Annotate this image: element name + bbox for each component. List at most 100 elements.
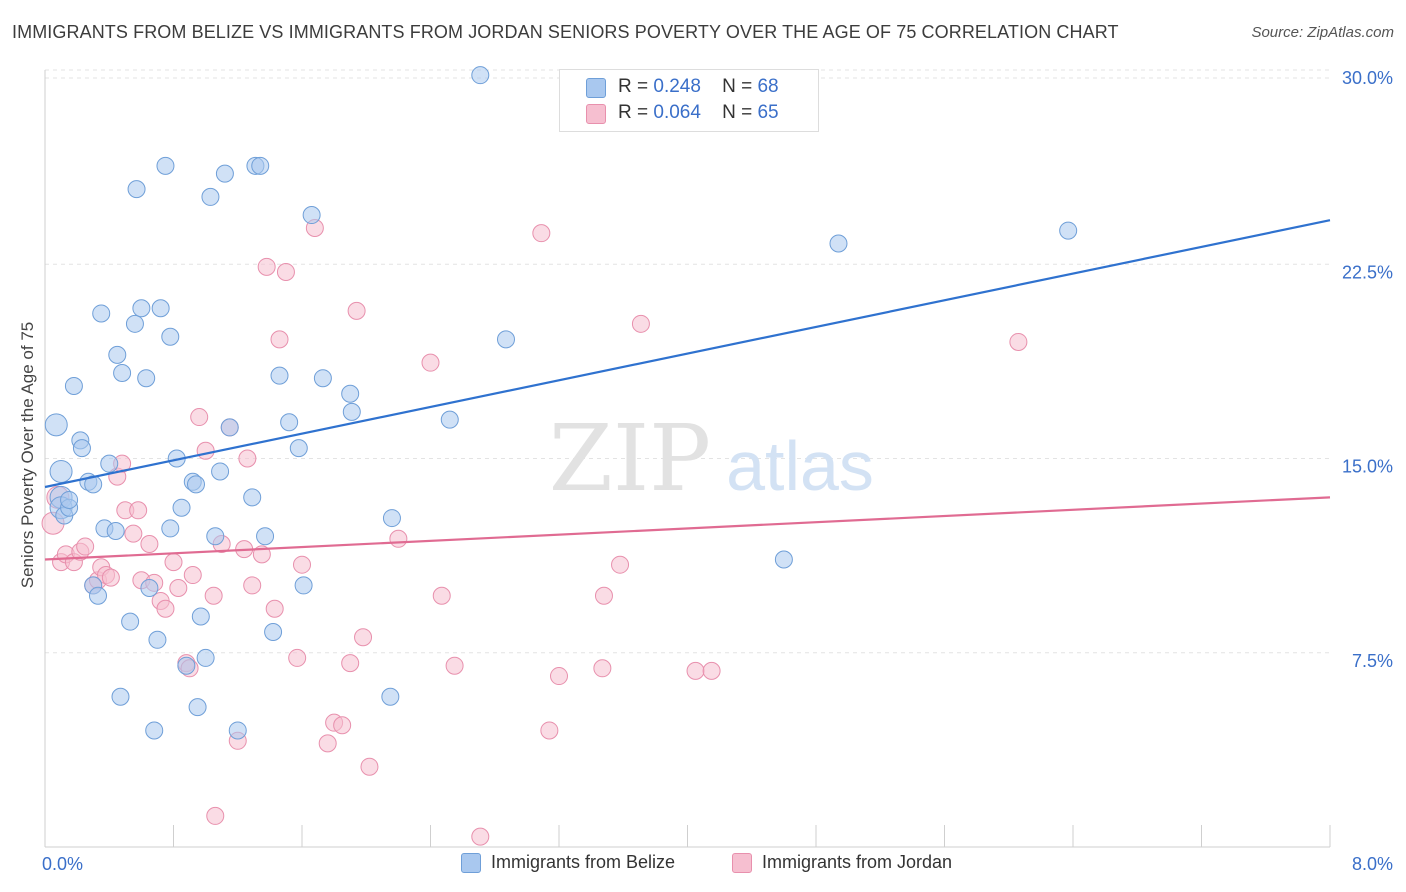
y-tick-label-0: 7.5% <box>1352 651 1393 671</box>
belize-point-3 <box>49 459 73 483</box>
belize-point-42 <box>206 527 225 546</box>
belize-point-63 <box>496 330 515 349</box>
jordan-point-26 <box>183 566 202 585</box>
jordan-point-42 <box>288 648 307 667</box>
legend-r-value-jordan: 0.064 <box>653 102 701 123</box>
belize-point-14 <box>92 304 111 323</box>
x-tick-label-0: 0.0% <box>42 854 83 874</box>
jordan-point-18 <box>140 534 159 553</box>
gridlines <box>45 69 1330 654</box>
belize-point-59 <box>342 402 361 421</box>
jordan-point-41 <box>276 263 295 282</box>
jordan-point-36 <box>243 576 262 595</box>
belize-point-32 <box>161 519 180 538</box>
jordan-point-11 <box>101 568 120 587</box>
legend-swatch-jordan <box>586 104 606 124</box>
belize-point-23 <box>127 180 146 199</box>
legend-n-value-belize: 68 <box>757 76 779 97</box>
jordan-point-48 <box>341 654 360 673</box>
belize-point-16 <box>100 454 119 473</box>
correlation-legend: R = 0.248 N = 68 R = 0.064 N = 65 <box>559 69 819 132</box>
series-jordan-points <box>41 89 1028 846</box>
jordan-point-45 <box>318 734 337 753</box>
belize-point-38 <box>188 698 207 717</box>
belize-point-35 <box>177 656 196 675</box>
legend-r-value-belize: 0.248 <box>653 76 701 97</box>
belize-trend-line <box>44 219 1331 489</box>
jordan-point-59 <box>550 667 568 686</box>
belize-point-20 <box>113 364 132 383</box>
belize-point-22 <box>125 314 144 333</box>
belize-point-54 <box>289 439 308 458</box>
watermark: ZIP atlas <box>549 405 874 512</box>
belize-point-65 <box>774 550 793 569</box>
tick-labels: 7.5% 15.0% 22.5% 30.0% 0.0% 8.0% <box>42 68 1393 874</box>
bottom-legend-swatch-jordan <box>732 853 752 873</box>
belize-point-46 <box>228 721 247 740</box>
belize-point-0 <box>44 413 68 437</box>
jordan-point-15 <box>124 524 143 543</box>
jordan-point-28 <box>196 441 215 460</box>
legend-swatch-belize <box>586 78 606 98</box>
belize-point-64 <box>471 66 490 85</box>
jordan-point-62 <box>611 555 630 574</box>
jordan-point-22 <box>164 553 183 572</box>
belize-point-30 <box>156 156 175 175</box>
jordan-point-21 <box>156 599 175 618</box>
belize-point-66 <box>829 234 848 253</box>
belize-point-19 <box>111 687 130 706</box>
jordan-point-56 <box>471 827 490 846</box>
belize-point-7 <box>64 376 83 395</box>
belize-point-56 <box>302 206 321 225</box>
legend-text-jordan: R = 0.064 N = 65 <box>618 102 779 124</box>
belize-point-27 <box>145 721 164 740</box>
legend-r-label: R = <box>618 102 649 123</box>
belize-point-9 <box>72 439 91 458</box>
jordan-point-61 <box>594 586 613 605</box>
jordan-point-39 <box>265 599 284 618</box>
belize-point-47 <box>243 488 262 507</box>
chart-title: IMMIGRANTS FROM BELIZE VS IMMIGRANTS FRO… <box>12 22 1119 42</box>
jordan-point-55 <box>445 656 464 675</box>
watermark-zip: ZIP <box>549 405 711 512</box>
jordan-point-43 <box>293 555 311 574</box>
jordan-point-54 <box>432 586 451 605</box>
belize-point-41 <box>201 187 220 206</box>
jordan-point-35 <box>238 449 257 468</box>
jordan-trend-line <box>44 496 1331 561</box>
belize-point-28 <box>148 630 167 649</box>
belize-point-57 <box>313 369 332 388</box>
jordan-point-52 <box>389 529 408 548</box>
belize-point-45 <box>220 418 239 437</box>
legend-n-label: N = <box>722 102 753 123</box>
jordan-point-29 <box>204 586 223 605</box>
y-tick-label-3: 30.0% <box>1342 68 1393 88</box>
belize-point-51 <box>264 623 283 642</box>
belize-point-29 <box>151 299 170 318</box>
jordan-point-60 <box>593 659 612 678</box>
belize-point-50 <box>256 527 275 546</box>
bottom-legend-label-belize: Immigrants from Belize <box>491 852 676 872</box>
source-label: Source: ZipAtlas.com <box>1251 24 1394 41</box>
legend-n-value-jordan: 65 <box>757 102 779 123</box>
belize-point-44 <box>215 164 234 183</box>
watermark-atlas: atlas <box>726 427 874 505</box>
jordan-point-23 <box>169 579 188 597</box>
jordan-point-53 <box>421 353 440 372</box>
jordan-point-6 <box>76 537 95 556</box>
bottom-legend-swatch-belize <box>461 853 481 873</box>
belize-point-49 <box>251 156 270 175</box>
belize-point-37 <box>186 475 205 494</box>
belize-point-55 <box>294 576 313 595</box>
belize-point-31 <box>161 327 180 346</box>
jordan-point-58 <box>540 721 559 740</box>
belize-point-40 <box>196 648 215 667</box>
jordan-point-49 <box>347 301 366 320</box>
belize-point-17 <box>106 522 125 541</box>
jordan-point-66 <box>1009 332 1028 351</box>
jordan-point-27 <box>190 408 209 427</box>
jordan-point-64 <box>686 661 705 680</box>
belize-point-61 <box>382 509 401 528</box>
belize-point-39 <box>191 607 210 626</box>
